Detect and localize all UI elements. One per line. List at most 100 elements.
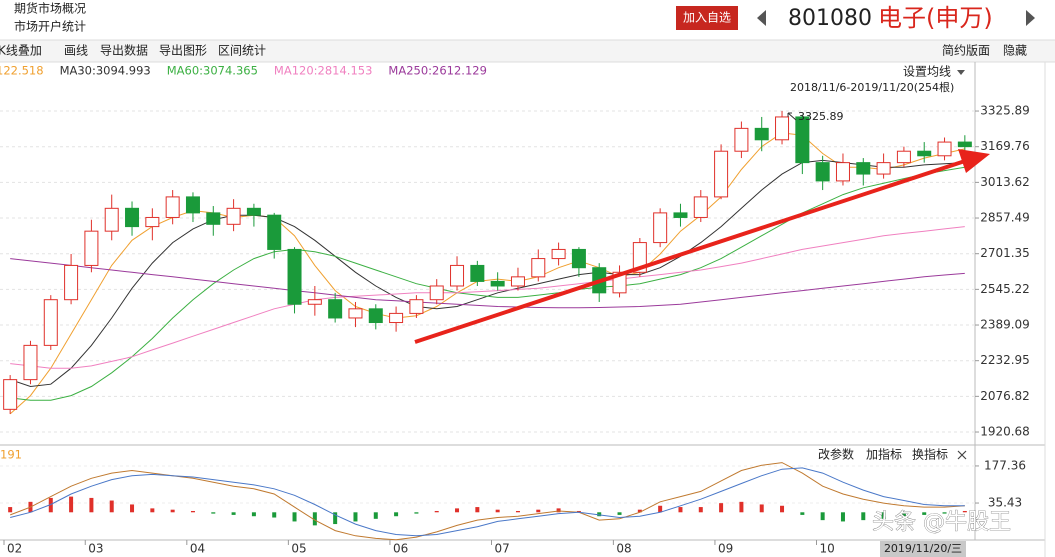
macd-bar xyxy=(475,507,480,513)
y-tick-label: 2076.82 xyxy=(980,389,1030,403)
macd-bar xyxy=(455,508,460,513)
tool[interactable]: K线叠加 xyxy=(0,44,42,58)
tool[interactable]: 区间统计 xyxy=(218,44,266,58)
tool[interactable]: 隐藏 xyxy=(1003,44,1027,58)
candle-body xyxy=(510,276,525,287)
candle-body xyxy=(206,212,221,225)
ma-settings[interactable]: 设置均线 xyxy=(903,65,951,79)
macd-bar xyxy=(312,512,317,526)
macd-bar xyxy=(89,497,94,513)
y-tick-label: 2232.95 xyxy=(980,353,1030,367)
tool[interactable]: 画线 xyxy=(64,44,88,58)
x-tick-label: 07 xyxy=(495,542,510,556)
candle-body xyxy=(531,258,546,278)
add-button[interactable] xyxy=(676,6,738,30)
x-tick-label: 08 xyxy=(616,542,631,556)
candle-body xyxy=(368,308,383,324)
macd-bar xyxy=(658,505,663,513)
y-tick-label: 2389.09 xyxy=(980,318,1030,332)
macd-bar xyxy=(556,508,561,513)
macd-bar xyxy=(576,510,581,513)
macd-legend: 191 xyxy=(0,448,22,462)
candle-body xyxy=(571,248,586,269)
macd-bar xyxy=(820,512,825,521)
candle-body xyxy=(185,196,200,214)
candle-body xyxy=(43,299,58,346)
dropdown[interactable] xyxy=(957,70,965,75)
candle-body xyxy=(896,150,911,164)
panel-button[interactable]: 改参数 xyxy=(818,447,854,462)
x-tick-label: 04 xyxy=(190,542,205,556)
cursor-date: 2019/11/20/三 xyxy=(884,542,962,555)
ma-line xyxy=(10,226,965,369)
macd-bar xyxy=(333,512,338,525)
prev-arrow[interactable] xyxy=(757,10,766,26)
candle-body xyxy=(125,207,140,228)
candle-body xyxy=(876,162,891,175)
close-icon[interactable] xyxy=(957,450,967,460)
macd-bar xyxy=(414,512,419,514)
candle-body xyxy=(84,230,99,266)
macd-bar xyxy=(170,509,175,513)
candle-body xyxy=(835,162,850,182)
add-button-label[interactable]: 加入自选 xyxy=(683,11,731,25)
macd-bar xyxy=(942,512,947,514)
candle-body xyxy=(775,116,790,141)
y-tick-label: 3325.89 xyxy=(980,104,1030,118)
annotation-arrow xyxy=(787,112,797,121)
macd-bar xyxy=(515,510,520,513)
candle-body xyxy=(470,264,485,282)
y-tick-label: 2701.35 xyxy=(980,246,1030,260)
stock-name: 电子(申万) xyxy=(878,4,993,32)
header-link[interactable]: 期货市场概况 xyxy=(14,1,86,16)
range-label: 2018/11/6-2019/11/20(254根) xyxy=(790,80,954,94)
macd-bar xyxy=(69,496,74,513)
macd-bar xyxy=(373,512,378,519)
candle-body xyxy=(104,207,119,232)
panel-button[interactable]: 换指标 xyxy=(912,447,948,462)
candle-body xyxy=(226,207,241,225)
x-tick-label: 06 xyxy=(393,542,408,556)
tool[interactable]: 导出图形 xyxy=(159,44,207,58)
trend-arrow xyxy=(414,159,966,344)
legend-entry: MA250:2612.129 xyxy=(388,64,487,78)
candle-body xyxy=(795,116,810,164)
candle-body xyxy=(267,214,282,250)
y-tick-label: 3169.76 xyxy=(980,139,1030,153)
candle-body xyxy=(693,196,708,218)
macd-bar xyxy=(150,508,155,513)
next-arrow[interactable] xyxy=(1026,10,1035,26)
ma-line xyxy=(10,467,965,537)
macd-bar xyxy=(881,512,886,519)
x-tick-label: 05 xyxy=(291,542,306,556)
legend-entry: MA30:3094.993 xyxy=(60,64,151,78)
macd-bar xyxy=(739,501,744,513)
candle-body xyxy=(3,379,18,410)
macd-bar xyxy=(840,512,845,522)
legend-entry: MA120:2814.153 xyxy=(274,64,373,78)
candle-body xyxy=(328,299,343,319)
macd-bar xyxy=(759,504,764,513)
legend-entry: 122.518 xyxy=(0,64,44,78)
candle-body xyxy=(409,299,424,314)
macd-bar xyxy=(922,512,927,515)
macd-bar xyxy=(231,512,236,515)
candle-body xyxy=(23,344,38,381)
macd-bar xyxy=(353,512,358,522)
x-tick-label: 02 xyxy=(7,542,22,556)
tool[interactable]: 导出数据 xyxy=(100,43,148,58)
ma-line xyxy=(10,166,965,401)
date-box xyxy=(880,541,966,557)
plot: 1920.68 2076.82 2232.95 2389.09 2545.22 2701.… xyxy=(0,64,1030,556)
tool[interactable]: 简约版面 xyxy=(942,43,990,58)
macd-bar xyxy=(130,504,135,513)
y-tick-label: 2857.49 xyxy=(980,211,1030,225)
header-link[interactable]: 市场开户统计 xyxy=(14,19,86,34)
candle-body xyxy=(917,150,932,157)
candle-body xyxy=(450,264,465,287)
candle-body xyxy=(490,280,505,287)
ma-line xyxy=(10,159,965,388)
macd-bar xyxy=(251,512,256,517)
panel-button[interactable]: 加指标 xyxy=(866,447,902,462)
